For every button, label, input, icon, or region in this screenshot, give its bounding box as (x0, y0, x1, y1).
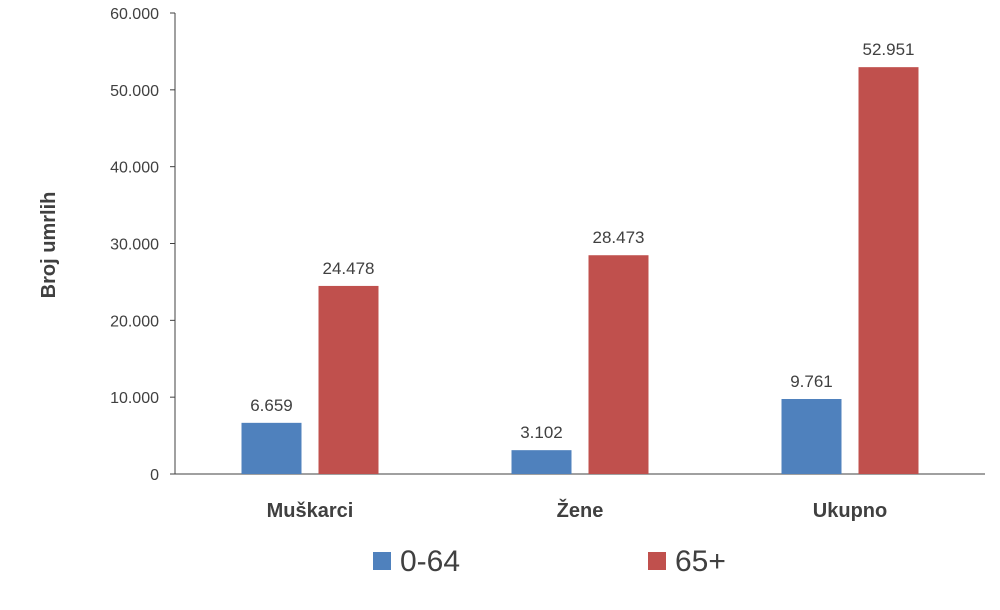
legend-swatch (373, 552, 391, 570)
bar-65+-0 (318, 285, 379, 474)
bar-0-64-0 (241, 422, 302, 474)
data-label: 3.102 (520, 423, 563, 442)
x-axis: Muškarci Žene Ukupno (175, 473, 985, 522)
data-label: 6.659 (250, 396, 293, 415)
data-label: 9.761 (790, 372, 833, 391)
data-labels: 6.659 24.478 3.102 28.473 9.761 52.951 (250, 40, 914, 442)
data-label: 28.473 (593, 228, 645, 247)
data-label: 24.478 (323, 259, 375, 278)
bar-0-64-2 (781, 399, 842, 474)
legend-swatch (648, 552, 666, 570)
legend: 0-64 65+ (373, 545, 726, 578)
x-tick-label: Muškarci (267, 500, 354, 522)
y-axis-title: Broj umrlih (38, 192, 60, 299)
y-tick-label: 60.000 (110, 6, 159, 23)
y-tick-label: 50.000 (110, 83, 159, 100)
bars (241, 67, 919, 474)
data-label: 52.951 (863, 40, 915, 59)
y-tick-label: 40.000 (110, 160, 159, 177)
bar-65+-1 (588, 255, 649, 474)
y-tick-label: 0 (150, 467, 159, 484)
y-tick-label: 20.000 (110, 313, 159, 330)
bar-0-64-1 (511, 450, 572, 474)
bar-65+-2 (858, 67, 919, 474)
y-tick-label: 10.000 (110, 390, 159, 407)
legend-label: 0-64 (400, 545, 460, 578)
y-tick-label: 30.000 (110, 237, 159, 254)
x-tick-label: Žene (557, 498, 604, 522)
y-axis: 0 10.000 20.000 30.000 40.000 50.000 60.000 (110, 6, 176, 484)
legend-label: 65+ (675, 545, 726, 578)
x-tick-label: Ukupno (813, 500, 887, 522)
